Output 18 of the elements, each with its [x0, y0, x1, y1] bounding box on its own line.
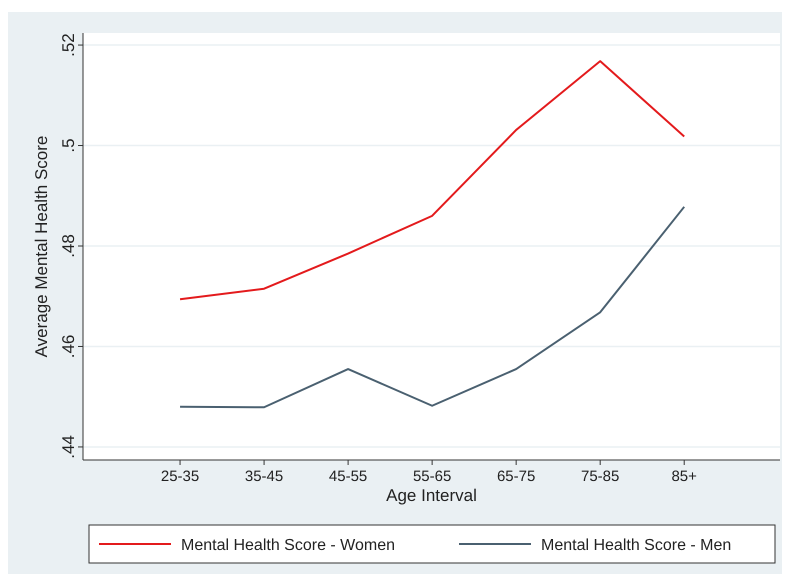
y-axis-title: Average Mental Health Score	[32, 136, 51, 358]
x-tick-label: 25-35	[160, 468, 200, 485]
x-tick-label: 45-55	[328, 468, 368, 485]
y-tick-label: .52	[59, 33, 78, 57]
x-tick-label: 55-65	[412, 468, 452, 485]
legend-label: Mental Health Score - Men	[541, 537, 732, 554]
y-tick-label: .44	[59, 435, 78, 459]
line-series	[179, 60, 686, 300]
x-tick-label: 35-45	[244, 468, 284, 485]
line-series	[179, 206, 686, 408]
x-axis-title: Age Interval	[386, 486, 477, 505]
y-tick-label: .46	[59, 334, 78, 358]
x-tick-label: 75-85	[580, 468, 620, 485]
x-tick-label: 65-75	[496, 468, 536, 485]
x-tick-label: 85+	[671, 468, 698, 485]
legend-label: Mental Health Score - Women	[181, 537, 396, 554]
y-tick-label: .48	[59, 234, 78, 258]
y-tick-label: .5	[59, 138, 78, 153]
